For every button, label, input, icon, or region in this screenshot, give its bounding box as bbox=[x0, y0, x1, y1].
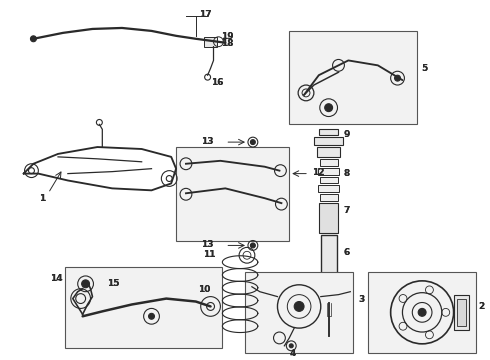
Text: 11: 11 bbox=[203, 250, 216, 259]
Text: 12: 12 bbox=[312, 168, 324, 177]
Text: 5: 5 bbox=[421, 64, 427, 73]
Text: 16: 16 bbox=[211, 78, 223, 87]
Text: 7: 7 bbox=[343, 206, 350, 215]
Text: 8: 8 bbox=[343, 169, 350, 178]
Bar bbox=[457, 298, 466, 326]
Text: 3: 3 bbox=[358, 295, 365, 304]
Text: 3: 3 bbox=[358, 295, 365, 304]
Text: 7: 7 bbox=[343, 206, 350, 215]
Bar bbox=[176, 147, 289, 240]
Text: 9: 9 bbox=[343, 130, 350, 139]
Text: 1: 1 bbox=[39, 194, 46, 203]
Text: 4: 4 bbox=[289, 349, 295, 358]
Bar bbox=[317, 147, 341, 157]
Text: 15: 15 bbox=[107, 279, 120, 288]
Circle shape bbox=[30, 36, 36, 42]
Text: 17: 17 bbox=[199, 10, 211, 19]
Circle shape bbox=[148, 313, 154, 319]
Bar bbox=[320, 176, 338, 184]
Bar bbox=[320, 194, 338, 201]
Text: 12: 12 bbox=[312, 168, 324, 177]
Text: 19: 19 bbox=[221, 32, 234, 41]
Text: 9: 9 bbox=[343, 130, 350, 139]
Text: 6: 6 bbox=[343, 248, 350, 257]
Bar bbox=[65, 267, 222, 348]
Text: 2: 2 bbox=[478, 302, 485, 311]
Bar bbox=[320, 159, 338, 166]
Circle shape bbox=[394, 75, 400, 81]
Bar bbox=[289, 31, 417, 125]
Circle shape bbox=[418, 309, 426, 316]
Text: 5: 5 bbox=[421, 64, 427, 73]
Text: 10: 10 bbox=[198, 285, 211, 294]
Bar bbox=[318, 185, 340, 192]
Bar bbox=[454, 294, 469, 330]
Text: 1: 1 bbox=[39, 194, 46, 203]
Text: 16: 16 bbox=[211, 78, 223, 87]
Text: 4: 4 bbox=[289, 349, 295, 358]
Circle shape bbox=[325, 104, 333, 112]
Text: 15: 15 bbox=[107, 279, 120, 288]
Bar bbox=[318, 168, 340, 175]
Bar bbox=[319, 129, 339, 135]
Text: 10: 10 bbox=[198, 285, 211, 294]
Bar bbox=[319, 203, 339, 233]
Circle shape bbox=[250, 243, 255, 248]
Bar bbox=[321, 235, 337, 303]
Bar bbox=[314, 137, 343, 145]
Text: 13: 13 bbox=[201, 240, 213, 249]
Text: 2: 2 bbox=[478, 302, 485, 311]
Text: 18: 18 bbox=[221, 39, 234, 48]
Text: 18: 18 bbox=[221, 39, 234, 48]
Bar bbox=[368, 272, 476, 353]
Circle shape bbox=[82, 280, 90, 288]
Text: 17: 17 bbox=[199, 10, 211, 19]
Text: 14: 14 bbox=[50, 274, 63, 283]
Text: 19: 19 bbox=[221, 32, 234, 41]
Circle shape bbox=[289, 344, 293, 348]
Text: 6: 6 bbox=[343, 248, 350, 257]
Circle shape bbox=[294, 302, 304, 311]
Text: 14: 14 bbox=[50, 274, 63, 283]
Bar bbox=[245, 272, 353, 353]
Text: 13: 13 bbox=[201, 137, 213, 146]
Circle shape bbox=[250, 140, 255, 145]
Bar bbox=[204, 37, 218, 47]
Text: 8: 8 bbox=[343, 169, 350, 178]
Text: 11: 11 bbox=[203, 250, 216, 259]
Text: 13: 13 bbox=[201, 240, 213, 249]
Text: 13: 13 bbox=[201, 137, 213, 146]
